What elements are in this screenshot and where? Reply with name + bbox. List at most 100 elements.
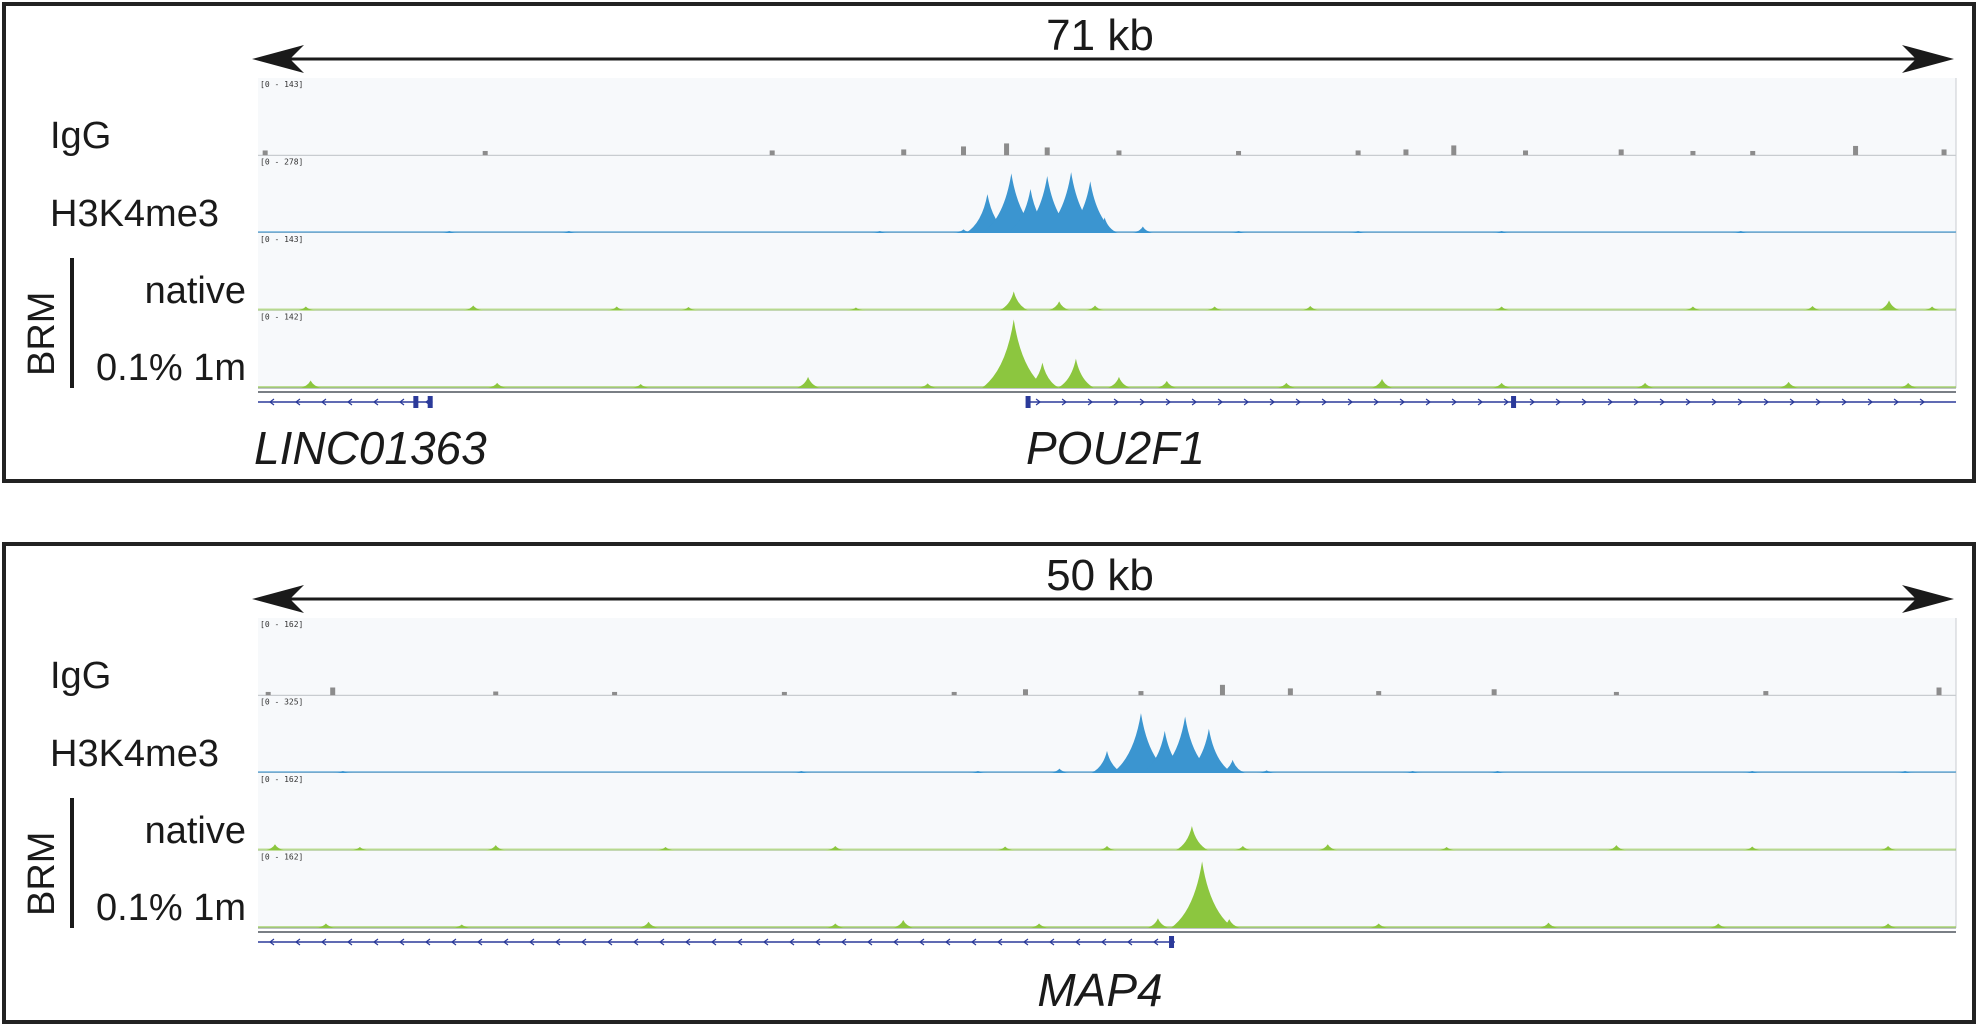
signal-bar: [612, 691, 618, 696]
strand-arrow: [1503, 398, 1510, 406]
strand-arrow: [1399, 398, 1406, 406]
signal-bar: [1138, 691, 1144, 696]
track-label-brm-1m: 0.1% 1m: [96, 347, 246, 389]
track-labels: IgG H3K4me3 native 0.1% 1m BRM: [21, 655, 246, 929]
signal-bar: [1451, 145, 1457, 156]
signal-bar: [1613, 691, 1619, 696]
strand-arrow: [451, 938, 457, 946]
strand-arrow: [1737, 398, 1744, 406]
signal-bar: [1523, 150, 1529, 156]
signal-peak: [796, 376, 820, 388]
strand-arrow: [1127, 938, 1133, 946]
strand-arrow: [867, 938, 873, 946]
strand-arrow: [1139, 398, 1146, 406]
strand-arrow: [1087, 398, 1094, 406]
track-label-h3k4me3: H3K4me3: [50, 193, 219, 235]
strand-arrow: [1893, 398, 1900, 406]
strand-arrow: [1049, 938, 1055, 946]
strand-arrow: [1113, 398, 1120, 406]
signal-peak: [1146, 918, 1170, 928]
strand-arrow: [1243, 398, 1250, 406]
signal-background: [258, 771, 1956, 773]
gene-label-pou2f1: POU2F1: [1026, 422, 1205, 474]
signal-peak: [1057, 358, 1095, 388]
gene-exon: [1511, 396, 1517, 408]
gene-label-linc01363: LINC01363: [254, 422, 487, 474]
signal-background: [258, 848, 1956, 851]
track-label-igg: IgG: [50, 115, 111, 157]
gene-track: [258, 391, 1956, 408]
brm-group-bracket: [70, 258, 74, 388]
strand-arrow: [841, 938, 847, 946]
signal-peak: [981, 319, 1046, 388]
strand-arrow: [1347, 398, 1354, 406]
signal-peak: [1107, 376, 1131, 388]
strand-arrow: [1477, 398, 1484, 406]
gene-track: [258, 931, 1956, 948]
signal-background: [258, 386, 1956, 388]
track-label-h3k4me3: H3K4me3: [50, 733, 219, 775]
signal-peak: [1175, 826, 1209, 851]
track-background: [258, 233, 1956, 311]
track-h3k4me3: [0 - 278]: [258, 155, 1957, 234]
strand-arrow: [1867, 398, 1874, 406]
signal-bar: [1022, 689, 1028, 696]
strand-arrow: [1101, 938, 1107, 946]
signal-bar: [1941, 149, 1947, 156]
signal-peak: [1112, 713, 1170, 773]
strand-arrow: [269, 398, 275, 406]
signal-bar: [493, 691, 499, 696]
strand-arrow: [737, 938, 743, 946]
track-label-native: native: [145, 810, 246, 852]
signal-bar: [1376, 691, 1382, 696]
scale-bar-right-arrow: [1902, 45, 1954, 73]
signal-peak: [1064, 181, 1117, 233]
signal-background: [258, 308, 1956, 311]
strand-arrow: [815, 938, 821, 946]
gene-map4: [258, 936, 1175, 948]
gene-label-map4: MAP4: [1037, 964, 1162, 1016]
track-range-label: [0 - 162]: [260, 853, 303, 862]
signal-background: [258, 231, 1956, 233]
strand-arrow: [399, 938, 405, 946]
strand-arrow: [1659, 398, 1666, 406]
strand-arrow: [685, 938, 691, 946]
track-range-label: [0 - 143]: [260, 235, 303, 244]
signal-bar: [1044, 147, 1050, 156]
signal-bar: [262, 150, 268, 156]
strand-arrow: [1165, 398, 1172, 406]
signal-peak: [1047, 301, 1071, 311]
signal-bar: [901, 149, 907, 156]
strand-arrow: [1763, 398, 1770, 406]
signal-bar: [330, 687, 336, 696]
signal-bar: [1236, 150, 1242, 156]
signal-peak: [1025, 362, 1060, 388]
signal-peak: [1218, 919, 1241, 928]
signal-bar: [769, 150, 775, 156]
signal-background: [258, 926, 1956, 928]
strand-arrow: [659, 938, 665, 946]
track-range-label: [0 - 278]: [260, 158, 303, 167]
track-igg: [0 - 162]: [258, 618, 1957, 697]
scale-bar-left-arrow: [252, 45, 304, 73]
panel-2-svg: 50 kb IgG H3K4me3 native 0.1% 1m BRM [0 …: [21, 551, 1957, 1016]
gene-exon: [413, 396, 419, 408]
track-label-igg: IgG: [50, 655, 111, 697]
strand-arrow: [373, 938, 379, 946]
track-background: [258, 310, 1956, 388]
signal-bar: [1004, 143, 1010, 156]
strand-arrow: [711, 938, 717, 946]
track-background: [258, 155, 1956, 233]
scale-bar-label: 71 kb: [1046, 11, 1154, 60]
track-background: [258, 773, 1956, 851]
strand-arrow: [919, 938, 925, 946]
strand-arrow: [347, 938, 353, 946]
track-brm_native: [0 - 143]: [258, 233, 1957, 312]
signal-bar: [1491, 689, 1497, 696]
strand-arrow: [425, 938, 431, 946]
signal-bar: [1116, 150, 1122, 156]
strand-arrow: [1321, 398, 1328, 406]
strand-arrow: [373, 398, 379, 406]
strand-arrow: [1269, 398, 1276, 406]
signal-peak: [1185, 728, 1233, 773]
